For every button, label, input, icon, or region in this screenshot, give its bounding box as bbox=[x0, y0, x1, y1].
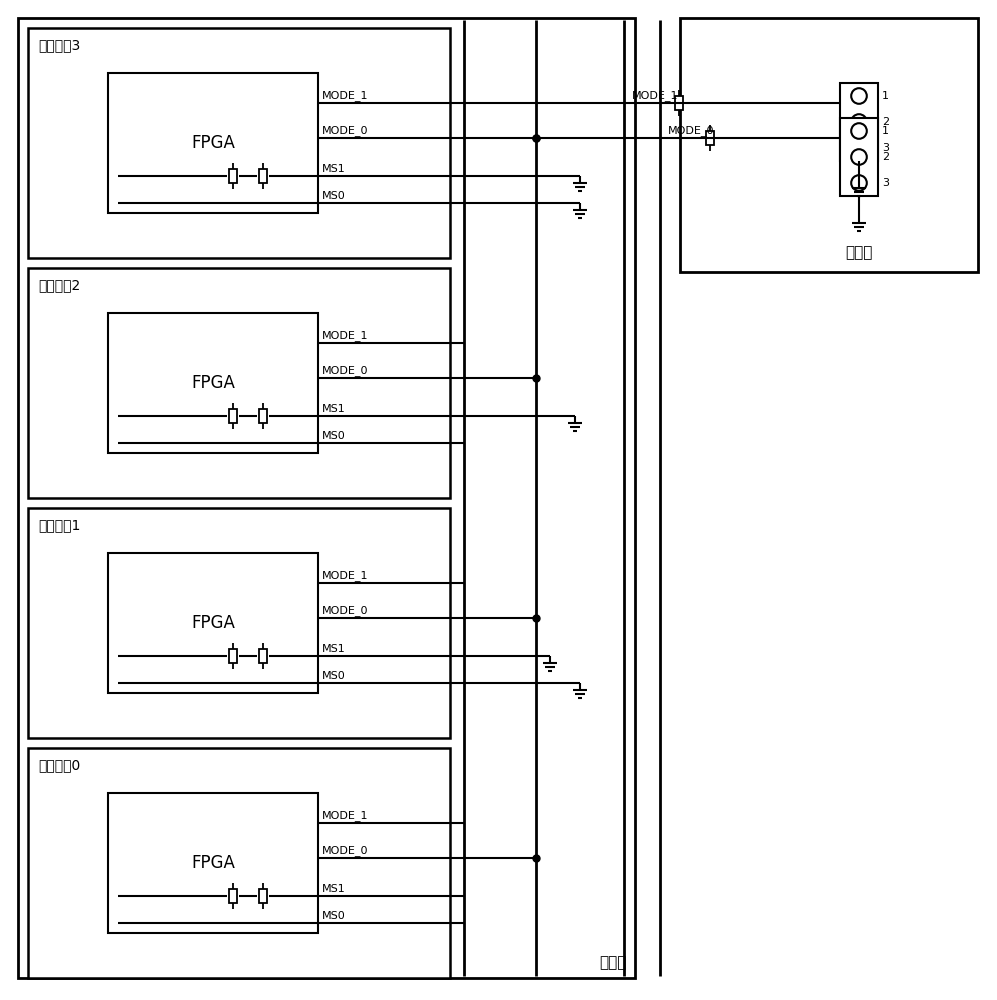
Text: FPGA: FPGA bbox=[191, 614, 235, 632]
Text: 3: 3 bbox=[882, 178, 889, 188]
Text: MS1: MS1 bbox=[322, 164, 346, 174]
Bar bbox=[229, 409, 237, 423]
Text: 2: 2 bbox=[882, 152, 889, 162]
Bar bbox=[840, 118, 878, 196]
Text: MS1: MS1 bbox=[322, 884, 346, 894]
Bar bbox=[840, 83, 878, 161]
Text: MODE_1: MODE_1 bbox=[322, 330, 369, 341]
Bar bbox=[108, 313, 318, 453]
Text: 计算节点1: 计算节点1 bbox=[38, 518, 81, 532]
Bar bbox=[28, 508, 450, 738]
Text: MS1: MS1 bbox=[322, 404, 346, 414]
Bar bbox=[680, 18, 978, 272]
Bar bbox=[108, 553, 318, 693]
Text: 控制板: 控制板 bbox=[845, 245, 872, 260]
Text: MODE_0: MODE_0 bbox=[322, 845, 369, 856]
Text: MODE_0: MODE_0 bbox=[668, 125, 715, 136]
Text: MS0: MS0 bbox=[322, 191, 346, 201]
Text: MODE_0: MODE_0 bbox=[322, 125, 369, 136]
Text: MODE_1: MODE_1 bbox=[632, 90, 679, 101]
Text: MODE_1: MODE_1 bbox=[322, 570, 369, 581]
Bar bbox=[28, 28, 450, 258]
Text: 计算节点3: 计算节点3 bbox=[38, 38, 80, 52]
Text: 计算节点2: 计算节点2 bbox=[38, 278, 80, 292]
Text: FPGA: FPGA bbox=[191, 374, 235, 392]
Bar bbox=[259, 409, 267, 423]
Bar bbox=[28, 748, 450, 978]
Text: 1: 1 bbox=[882, 126, 889, 136]
Bar bbox=[706, 131, 714, 145]
Text: MODE_0: MODE_0 bbox=[322, 365, 369, 376]
Bar bbox=[259, 169, 267, 183]
Bar bbox=[229, 169, 237, 183]
Text: MODE_0: MODE_0 bbox=[322, 605, 369, 616]
Bar bbox=[229, 889, 237, 903]
Text: MS0: MS0 bbox=[322, 671, 346, 681]
Text: 2: 2 bbox=[882, 117, 889, 127]
Bar bbox=[259, 889, 267, 903]
Bar bbox=[229, 649, 237, 663]
Text: 1: 1 bbox=[882, 91, 889, 101]
Text: FPGA: FPGA bbox=[191, 134, 235, 152]
Text: MS0: MS0 bbox=[322, 431, 346, 441]
Bar bbox=[675, 96, 683, 110]
Bar bbox=[108, 793, 318, 933]
Bar bbox=[28, 268, 450, 498]
Text: MODE_1: MODE_1 bbox=[322, 90, 369, 101]
Bar bbox=[259, 649, 267, 663]
Text: 计算节点0: 计算节点0 bbox=[38, 758, 80, 772]
Bar bbox=[18, 18, 635, 978]
Text: 中背板: 中背板 bbox=[599, 955, 627, 970]
Text: 3: 3 bbox=[882, 143, 889, 153]
Text: MS1: MS1 bbox=[322, 644, 346, 654]
Text: MS0: MS0 bbox=[322, 911, 346, 921]
Text: FPGA: FPGA bbox=[191, 854, 235, 872]
Bar bbox=[108, 73, 318, 213]
Text: MODE_1: MODE_1 bbox=[322, 810, 369, 821]
